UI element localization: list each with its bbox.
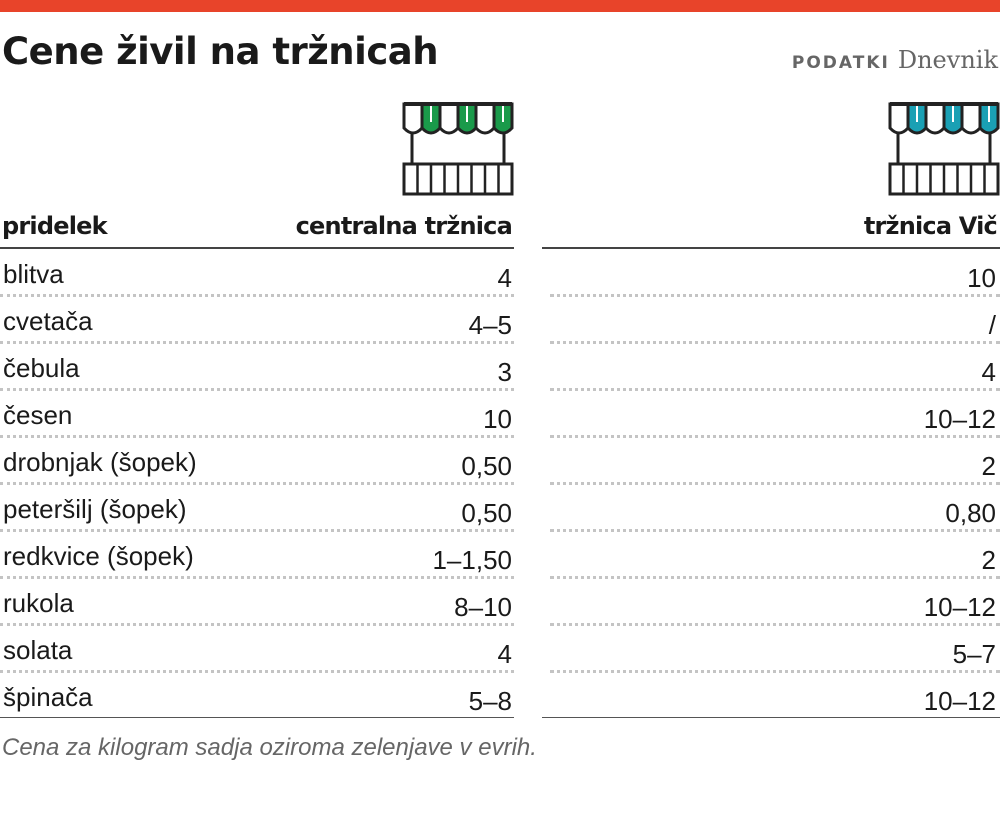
row-divider (0, 341, 514, 344)
row-divider (550, 388, 1000, 391)
table-row: peteršilj (šopek) 0,50 0,80 (0, 485, 1000, 532)
bottom-rule-right (542, 717, 1000, 718)
footnote: Cena za kilogram sadja oziroma zelenjave… (2, 734, 537, 761)
product-name: blitva (3, 259, 64, 289)
table-row: česen 10 10–12 (0, 391, 1000, 438)
row-divider (0, 623, 514, 626)
product-name: redkvice (šopek) (3, 541, 194, 571)
market-stall-icon-vic (888, 102, 1000, 196)
row-divider (0, 529, 514, 532)
table-row: čebula 3 4 (0, 344, 1000, 391)
central-price: 4 (497, 639, 512, 669)
vic-price: / (988, 310, 996, 340)
central-price: 5–8 (468, 686, 512, 716)
vic-price: 10–12 (923, 404, 996, 434)
product-name: drobnjak (šopek) (3, 447, 197, 477)
vic-price: 0,80 (945, 498, 996, 528)
source-label: PODATKI (791, 53, 890, 73)
central-price: 4 (497, 263, 512, 293)
row-divider (0, 388, 514, 391)
product-name: čebula (3, 353, 80, 383)
accent-bar (0, 0, 1000, 12)
central-price: 0,50 (461, 451, 512, 481)
row-divider (0, 670, 514, 673)
table-row: rukola 8–10 10–12 (0, 579, 1000, 626)
table-row: drobnjak (šopek) 0,50 2 (0, 438, 1000, 485)
vic-price: 2 (981, 451, 996, 481)
product-name: peteršilj (šopek) (3, 494, 187, 524)
row-divider (550, 435, 1000, 438)
header-rule-left (0, 247, 514, 249)
row-divider (550, 294, 1000, 297)
table-row: blitva 4 10 (0, 250, 1000, 297)
header-rule-right (542, 247, 1000, 249)
bottom-rule-left (0, 717, 514, 718)
central-price: 10 (483, 404, 512, 434)
column-header-product: pridelek (2, 212, 108, 240)
central-price: 1–1,50 (432, 545, 512, 575)
product-name: rukola (3, 588, 74, 618)
table-row: špinača 5–8 10–12 (0, 673, 1000, 720)
vic-price: 4 (981, 357, 996, 387)
row-divider (550, 623, 1000, 626)
table-row: redkvice (šopek) 1–1,50 2 (0, 532, 1000, 579)
row-divider (550, 529, 1000, 532)
column-header-vic: tržnica Vič (863, 212, 998, 240)
row-divider (550, 670, 1000, 673)
central-price: 3 (497, 357, 512, 387)
price-table: blitva 4 10 cvetača 4–5 / čebula 3 4 česen 10 10–12… (0, 250, 1000, 720)
column-header-central: centralna tržnica (295, 212, 513, 240)
product-name: česen (3, 400, 73, 430)
row-divider (550, 341, 1000, 344)
product-name: špinača (3, 682, 93, 712)
chart-title: Cene živil na tržnicah (2, 30, 439, 73)
vic-price: 2 (981, 545, 996, 575)
product-name: cvetača (3, 306, 93, 336)
product-name: solata (3, 635, 73, 665)
vic-price: 10 (967, 263, 996, 293)
row-divider (550, 576, 1000, 579)
row-divider (0, 294, 514, 297)
market-stall-icon-central (402, 102, 514, 196)
source-name: Dnevnik (897, 46, 998, 74)
central-price: 4–5 (468, 310, 512, 340)
row-divider (0, 482, 514, 485)
row-divider (0, 576, 514, 579)
central-price: 0,50 (461, 498, 512, 528)
source-credit: PODATKI Dnevnik (792, 46, 998, 74)
vic-price: 10–12 (923, 686, 996, 716)
vic-price: 10–12 (923, 592, 996, 622)
central-price: 8–10 (454, 592, 512, 622)
vic-price: 5–7 (952, 639, 996, 669)
table-row: solata 4 5–7 (0, 626, 1000, 673)
row-divider (550, 482, 1000, 485)
table-row: cvetača 4–5 / (0, 297, 1000, 344)
row-divider (0, 435, 514, 438)
